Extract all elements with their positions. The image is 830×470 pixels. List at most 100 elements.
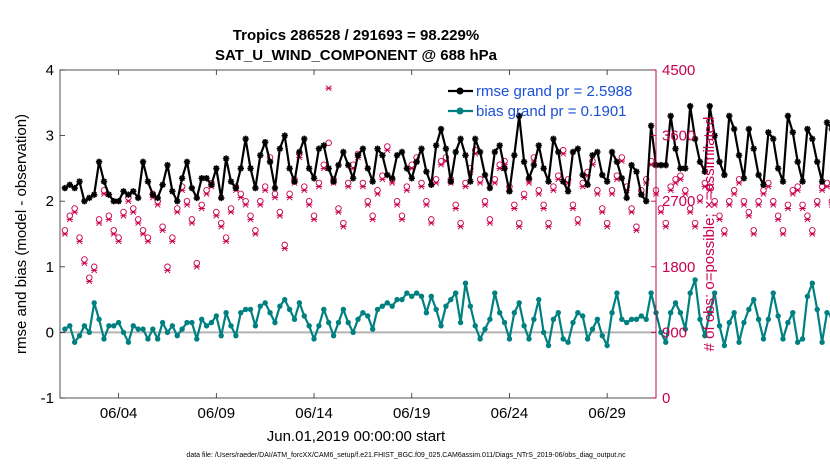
rmse-point	[540, 165, 547, 172]
rmse-point	[178, 175, 186, 182]
rmse-point	[511, 152, 518, 159]
obs-possible-marker	[721, 227, 728, 234]
bias-point	[536, 296, 542, 303]
bias-point	[413, 290, 420, 296]
obs-possible-marker	[374, 187, 381, 194]
x-tick-label: 06/19	[393, 405, 431, 422]
obs-assimilated-marker	[462, 183, 469, 190]
obs-possible-marker	[432, 176, 440, 183]
rmse-point	[721, 171, 728, 179]
bias-point	[125, 339, 132, 345]
obs-possible-marker	[169, 234, 176, 241]
obs-assimilated-marker	[237, 194, 244, 201]
bias-point	[384, 300, 391, 306]
bias-point	[667, 310, 674, 316]
bias-point	[321, 306, 327, 313]
obs-assimilated-marker	[139, 231, 147, 237]
x-tick-label: 06/14	[295, 405, 333, 422]
obs-assimilated-marker	[120, 212, 127, 219]
obs-possible-marker	[745, 208, 753, 216]
legend-bias-label: bias grand pr = 0.1901	[476, 103, 627, 120]
rmse-point	[374, 145, 381, 152]
bias-point	[365, 313, 371, 319]
bias-point	[350, 329, 356, 336]
obs-possible-marker	[76, 234, 83, 241]
obs-possible-marker	[726, 197, 733, 205]
bias-point	[799, 336, 806, 342]
obs-assimilated-marker	[696, 198, 704, 205]
obs-possible-marker	[642, 176, 650, 183]
bias-point	[286, 306, 293, 313]
bias-point	[716, 323, 723, 329]
rmse-point	[198, 175, 205, 182]
bias-point	[687, 290, 693, 296]
obs-assimilated-marker	[115, 238, 122, 245]
bias-point	[111, 323, 117, 329]
y-right-tick-label: 3600	[662, 128, 695, 145]
obs-assimilated-marker	[682, 190, 689, 197]
obs-possible-marker	[828, 198, 830, 204]
obs-assimilated-marker	[335, 209, 342, 216]
obs-assimilated-marker	[823, 183, 830, 190]
rmse-point	[115, 198, 122, 205]
obs-possible-marker	[486, 216, 494, 223]
rmse-point	[183, 158, 191, 166]
rmse-point	[525, 175, 533, 182]
bias-point	[760, 336, 767, 342]
bias-point	[325, 319, 332, 326]
obs-possible-marker	[408, 161, 415, 169]
rmse-point	[647, 122, 655, 129]
bias-point	[560, 336, 566, 342]
bias-point	[335, 319, 342, 326]
bias-point	[736, 339, 742, 345]
obs-possible-marker	[213, 208, 220, 216]
obs-assimilated-marker	[393, 201, 401, 208]
bias-point	[115, 319, 122, 326]
bias-point	[159, 319, 166, 326]
obs-possible-marker	[511, 201, 518, 209]
bias-point	[584, 336, 591, 342]
x-axis-label: Jun.01,2019 00:00:00 start	[267, 428, 446, 445]
bias-point	[448, 296, 454, 303]
bias-point	[184, 319, 190, 326]
bias-point	[751, 296, 757, 303]
rmse-point	[174, 198, 181, 205]
obs-assimilated-marker	[603, 223, 611, 230]
obs-assimilated-marker	[657, 209, 665, 216]
bias-point	[467, 303, 474, 309]
bias-point	[819, 339, 825, 345]
rmse-point	[686, 102, 694, 110]
obs-assimilated-marker	[481, 201, 489, 208]
rmse-point	[271, 184, 279, 192]
obs-assimilated-marker	[726, 201, 733, 208]
obs-possible-marker	[799, 201, 806, 209]
obs-assimilated-marker	[305, 201, 313, 208]
rmse-point	[340, 148, 347, 156]
obs-assimilated-marker	[599, 209, 606, 216]
obs-possible-marker	[95, 216, 103, 223]
rmse-point	[545, 178, 552, 185]
obs-assimilated-marker	[271, 194, 279, 201]
rmse-point	[628, 161, 635, 169]
obs-assimilated-marker	[198, 205, 205, 212]
bias-point	[238, 310, 244, 316]
obs-assimilated-marker	[301, 187, 308, 194]
obs-possible-marker	[555, 172, 562, 179]
rmse-point	[809, 135, 816, 143]
obs-possible-marker	[369, 212, 376, 220]
bias-point	[208, 319, 215, 326]
bias-point	[67, 323, 73, 329]
bias-point	[648, 290, 654, 296]
x-tick-label: 06/09	[198, 405, 236, 422]
rmse-point	[555, 148, 562, 156]
rmse-point	[784, 112, 792, 120]
bias-point	[692, 277, 698, 283]
obs-assimilated-marker	[799, 205, 806, 212]
rmse-point	[613, 158, 621, 166]
rmse-point	[208, 181, 215, 188]
obs-possible-marker	[315, 179, 323, 187]
obs-possible-marker	[667, 183, 674, 190]
obs-possible-marker	[261, 183, 269, 190]
y-tick-label: 2	[46, 193, 54, 210]
obs-possible-marker	[203, 187, 210, 194]
